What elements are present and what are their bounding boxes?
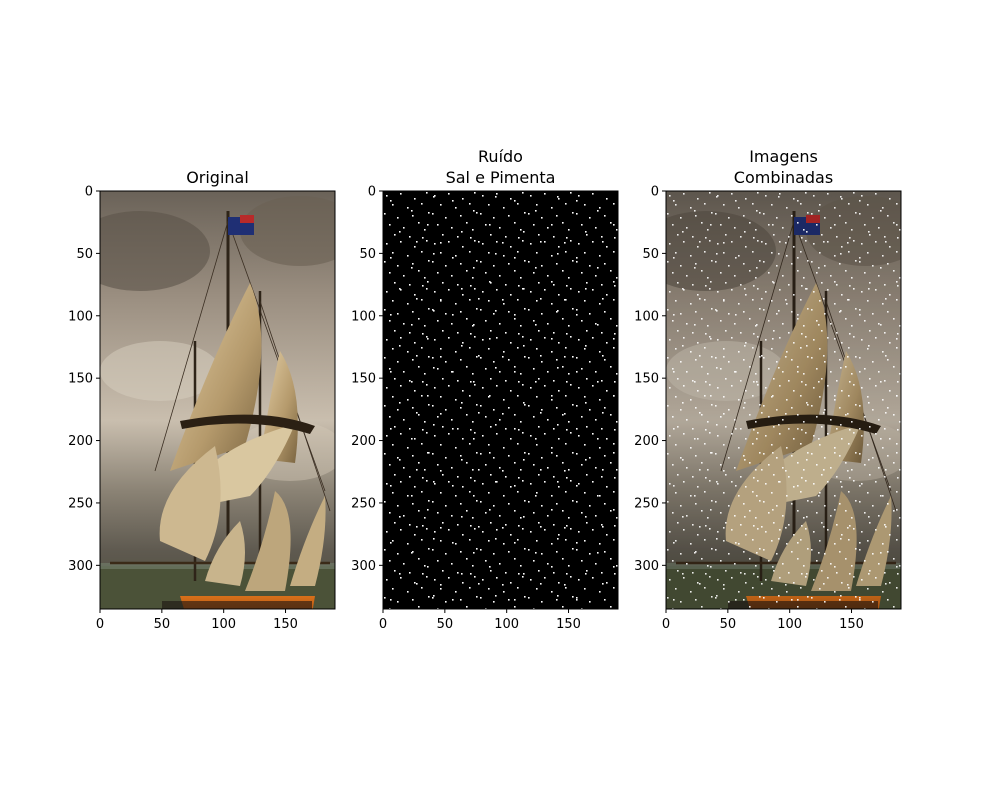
subplot-title-line: Original [186,168,249,187]
x-tick-label: 50 [437,617,454,632]
y-tick-label: 0 [368,185,376,200]
x-tick-label: 0 [662,617,670,632]
y-tick-label: 300 [634,559,659,574]
axes-frame [99,190,336,610]
subplot-title-line: Imagens [749,147,818,166]
y-tick-label: 200 [351,434,376,449]
subplot-title-line: Ruído [478,147,523,166]
y-tick-label: 100 [351,309,376,324]
y-tick-label: 50 [359,247,376,262]
x-tick-label: 100 [494,617,519,632]
y-tick-label: 200 [634,434,659,449]
x-tick-label: 0 [379,617,387,632]
y-tick-label: 50 [642,247,659,262]
subplot-2: 0 50 100 150 200 250 300 0 50 100 150 Ruído Sal e Pi… [351,147,619,632]
y-tick-label: 50 [76,247,93,262]
image-area [666,191,901,609]
axes-frame [382,190,619,610]
y-tick-label: 150 [68,372,93,387]
image-area [100,191,335,609]
y-tick-label: 250 [634,496,659,511]
y-tick-label: 300 [351,559,376,574]
x-tick-label: 150 [556,617,581,632]
axes-frame [665,190,902,610]
y-tick-label: 0 [651,185,659,200]
y-tick-label: 300 [68,559,93,574]
y-tick-label: 100 [634,309,659,324]
subplot-title-line: Combinadas [734,168,833,187]
x-tick-label: 50 [154,617,171,632]
y-tick-label: 0 [85,185,93,200]
subplot-3: 0 50 100 150 200 250 300 0 50 100 150 Imagens Combin… [634,147,902,632]
x-tick-label: 150 [273,617,298,632]
y-tick-label: 150 [351,372,376,387]
y-tick-label: 100 [68,309,93,324]
x-tick-label: 150 [839,617,864,632]
y-tick-label: 250 [351,496,376,511]
y-tick-label: 200 [68,434,93,449]
x-tick-label: 0 [96,617,104,632]
x-tick-label: 100 [777,617,802,632]
y-tick-label: 250 [68,496,93,511]
x-tick-label: 50 [720,617,737,632]
subplot-1: 0 50 100 150 200 250 300 0 50 100 150 Original [68,168,336,632]
y-tick-label: 150 [634,372,659,387]
subplot-title-line: Sal e Pimenta [446,168,556,187]
x-tick-label: 100 [211,617,236,632]
image-area [383,191,618,609]
